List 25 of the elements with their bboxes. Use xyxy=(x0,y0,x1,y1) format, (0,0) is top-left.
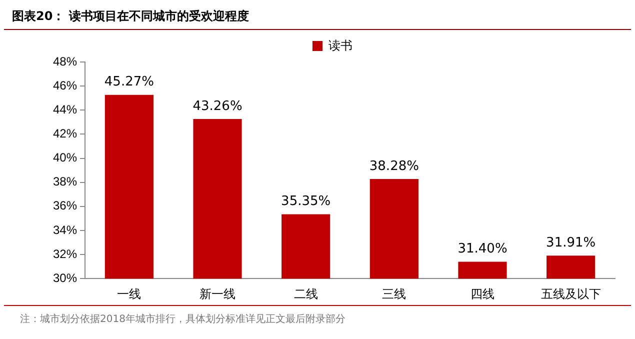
data-label: 35.35% xyxy=(281,194,331,210)
x-tick-label: 二线 xyxy=(294,287,318,302)
x-tick-label: 新一线 xyxy=(200,287,236,302)
data-label: 38.28% xyxy=(369,158,419,174)
data-label: 31.91% xyxy=(546,235,596,250)
y-tick-label: 34% xyxy=(52,222,78,237)
y-tick-label: 48% xyxy=(52,54,78,68)
y-tick-label: 40% xyxy=(52,150,78,165)
y-tick-label: 30% xyxy=(52,270,78,285)
data-label: 43.26% xyxy=(192,98,242,114)
x-tick-label: 四线 xyxy=(470,287,495,302)
y-tick-label: 32% xyxy=(52,246,78,261)
chart-title: 图表20： 读书项目在不同城市的受欢迎程度 xyxy=(4,0,631,30)
y-tick-label: 42% xyxy=(52,126,78,141)
data-label: 31.40% xyxy=(458,242,508,257)
x-tick-label: 一线 xyxy=(117,287,142,302)
y-tick-label: 36% xyxy=(52,198,78,213)
data-label: 45.27% xyxy=(104,74,154,90)
x-tick-label: 五线及以下 xyxy=(540,287,601,302)
y-tick-label: 46% xyxy=(52,78,78,92)
legend-label: 读书 xyxy=(328,38,352,52)
y-tick-label: 38% xyxy=(52,174,78,189)
text: 注：城市划分依据2018年城市排行，具体划分标准详见正文最后附录部分 xyxy=(4,305,631,326)
y-tick-label: 44% xyxy=(52,102,78,116)
x-tick-label: 三线 xyxy=(382,287,406,302)
